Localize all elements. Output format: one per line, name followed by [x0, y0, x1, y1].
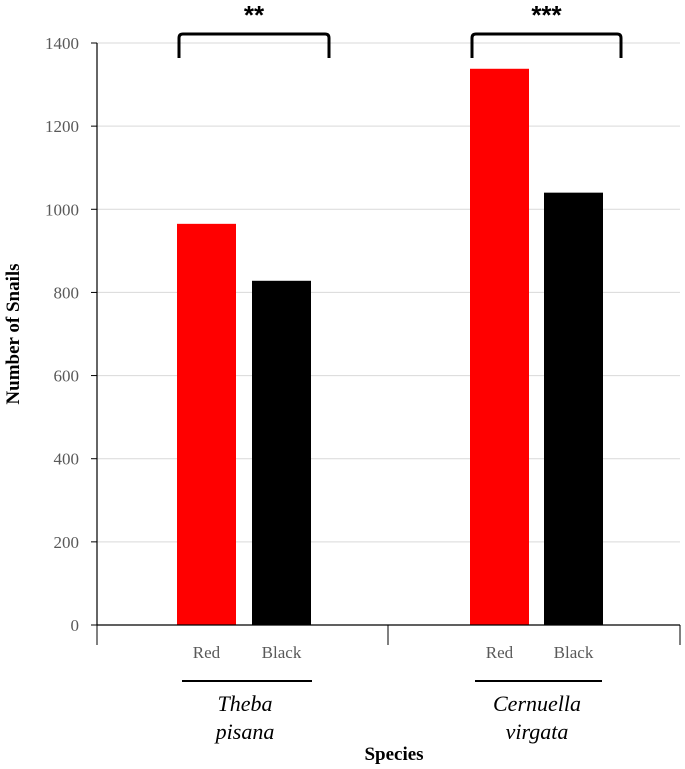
- labels: 0 200 400 600 800 1000 1200 1400 Red Black Theba pi…: [45, 0, 594, 744]
- significance-bracket: [470, 32, 623, 58]
- y-tick-label: 1200: [45, 117, 79, 136]
- y-tick-label: 400: [54, 450, 80, 469]
- significance-marker: ***: [531, 0, 562, 30]
- bar-black: [252, 280, 311, 625]
- x-axis-title: Species: [364, 744, 423, 765]
- axes: [91, 32, 681, 682]
- y-tick-label: 1000: [45, 200, 79, 219]
- category-label: Red: [486, 643, 514, 662]
- y-tick-label: 1400: [45, 34, 79, 53]
- y-axis-title: Number of Snails: [3, 263, 24, 404]
- y-tick-label: 600: [54, 367, 80, 386]
- species-name-line: Theba: [218, 691, 273, 716]
- bar-black: [544, 192, 603, 625]
- species-name-line: pisana: [214, 719, 275, 744]
- y-tick-label: 800: [54, 283, 80, 302]
- bar-red: [470, 68, 529, 625]
- species-name-line: virgata: [506, 719, 569, 744]
- species-name-line: Cernuella: [493, 691, 581, 716]
- category-label: Red: [193, 643, 221, 662]
- category-label: Black: [262, 643, 302, 662]
- bars: [177, 68, 603, 626]
- y-tick-label: 200: [54, 533, 80, 552]
- significance-marker: **: [244, 0, 265, 30]
- significance-bracket: [177, 32, 331, 58]
- bar-red: [177, 223, 236, 626]
- category-label: Black: [554, 643, 594, 662]
- y-tick-label: 0: [71, 616, 80, 635]
